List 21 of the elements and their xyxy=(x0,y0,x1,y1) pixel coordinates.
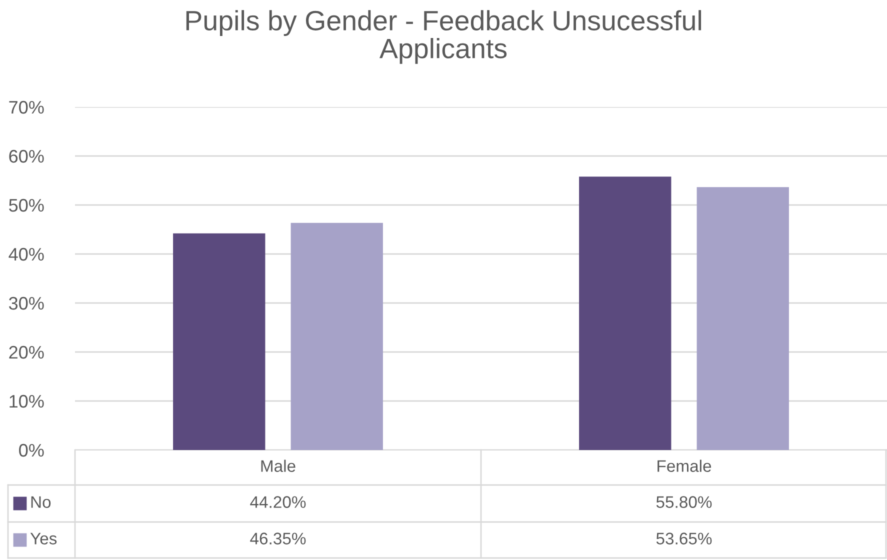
legend-label: No xyxy=(31,496,51,508)
y-tick-label: 60% xyxy=(9,150,44,163)
x-tick-label: Male xyxy=(261,460,296,472)
data-label: 53.65% xyxy=(656,532,712,544)
legend-label: Yes xyxy=(30,532,57,544)
bar xyxy=(173,233,266,450)
y-tick-label: 40% xyxy=(8,248,44,261)
bar xyxy=(579,176,672,450)
x-tick-label: Female xyxy=(658,460,712,472)
chart-title: Pupils by Gender - Feedback Unsucessful Applicants xyxy=(186,10,702,64)
data-label: 46.35% xyxy=(250,532,306,544)
data-label: 44.20% xyxy=(250,496,306,508)
bar xyxy=(696,187,789,450)
bar xyxy=(290,222,383,450)
y-tick-label: 20% xyxy=(9,346,44,359)
data-label: 55.80% xyxy=(656,496,712,508)
y-tick-label: 70% xyxy=(9,100,44,114)
y-tick-label: 50% xyxy=(9,198,44,212)
y-tick-label: 10% xyxy=(10,394,44,408)
y-tick-label: 30% xyxy=(8,296,44,310)
y-tick-label: 0% xyxy=(19,444,44,457)
